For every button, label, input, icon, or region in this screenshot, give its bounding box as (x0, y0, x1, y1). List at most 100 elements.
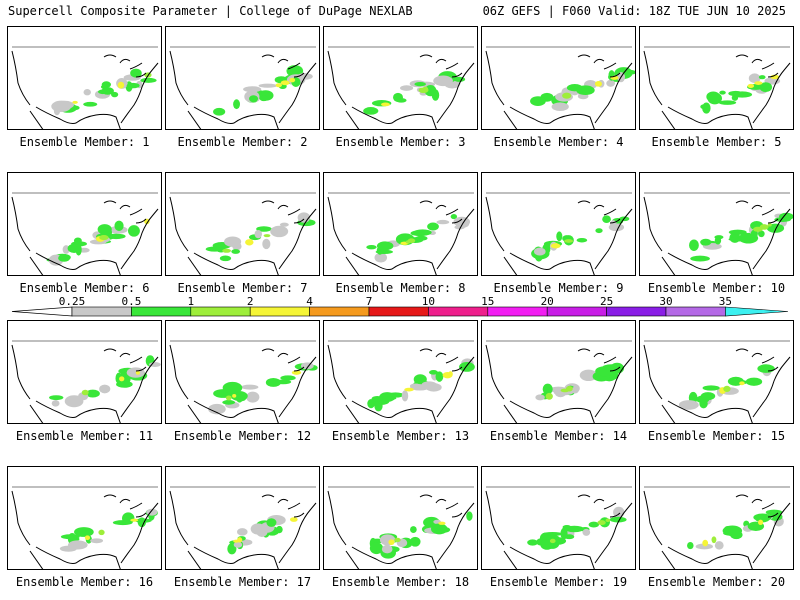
east-coastline (752, 356, 791, 418)
baja-coastline (345, 550, 360, 569)
scp-contour (435, 371, 444, 382)
scp-contour (381, 544, 393, 554)
scp-contour (401, 390, 409, 402)
colorbar-segment (190, 306, 251, 317)
great-lakes-outline (419, 54, 463, 78)
baja-coastline (29, 550, 44, 569)
scp-contour (560, 388, 570, 393)
scp-contour (99, 235, 109, 241)
color-scale-bar: 0.25 0.5 1 2 4 7 10 15 20 25 30 35 (11, 297, 789, 317)
scp-contour (289, 517, 298, 522)
east-coastline (278, 356, 317, 418)
scp-contour (236, 394, 243, 403)
scp-contour (595, 366, 615, 377)
scp-contour (395, 98, 407, 103)
scp-contour (97, 89, 108, 95)
ensemble-member-label: Ensemble Member: 18 (331, 575, 470, 589)
scp-contour (433, 75, 453, 87)
colorbar-tick-label: 0.5 (121, 297, 141, 308)
scp-contour (130, 518, 139, 522)
gulf-coastline (667, 546, 753, 569)
colorbar-segment (249, 306, 310, 317)
scp-contour (767, 223, 772, 227)
scp-contour (213, 107, 226, 116)
scp-contour (72, 100, 78, 104)
scp-contour (576, 85, 595, 95)
scp-field (678, 364, 775, 410)
scp-contour (731, 94, 739, 101)
west-coastline (485, 196, 505, 252)
great-lakes-outline (577, 494, 621, 518)
scp-contour (754, 81, 763, 85)
scp-contour (435, 526, 451, 533)
us-map (485, 46, 635, 129)
scp-contour (381, 102, 391, 107)
scp-contour (100, 227, 113, 238)
scp-contour (237, 537, 243, 543)
gulf-coastline (667, 106, 753, 129)
colorbar-tick-label: 4 (306, 297, 313, 308)
scp-contour (280, 80, 290, 86)
scp-contour (551, 102, 569, 112)
scp-contour (466, 511, 473, 521)
baja-coastline (29, 256, 44, 275)
scp-contour (562, 92, 572, 99)
scp-contour (400, 85, 414, 91)
scp-contour (270, 225, 289, 238)
gulf-coastline (351, 546, 437, 569)
scp-contour (274, 379, 292, 385)
west-coastline (643, 196, 663, 252)
scp-contour (413, 229, 432, 236)
scp-contour (422, 86, 429, 93)
east-coastline (594, 502, 633, 564)
scp-contour (222, 400, 236, 405)
baja-coastline (187, 404, 202, 423)
great-lakes-outline (577, 54, 621, 78)
west-coastline (169, 344, 189, 400)
scp-contour (119, 376, 125, 382)
us-map (11, 46, 159, 129)
scp-contour (722, 525, 743, 537)
scp-contour (606, 79, 616, 87)
ensemble-map-panel (165, 320, 320, 424)
great-lakes-outline (419, 494, 463, 518)
baja-coastline (661, 110, 676, 129)
scp-contour (135, 370, 141, 375)
east-coastline (594, 208, 633, 270)
map-title: Supercell Composite Parameter | College … (8, 4, 413, 18)
scp-contour (279, 222, 289, 227)
scp-contour (254, 229, 263, 239)
scp-contour (99, 384, 111, 394)
baja-coastline (661, 256, 676, 275)
ensemble-member-label: Ensemble Member: 20 (647, 575, 786, 589)
scp-contour (224, 236, 242, 247)
scp-contour (85, 389, 100, 398)
scp-contour (588, 521, 600, 528)
gulf-coastline (35, 546, 121, 569)
ensemble-member-label: Ensemble Member: 12 (173, 429, 312, 443)
east-coastline (120, 62, 159, 124)
scp-contour (205, 246, 224, 252)
ensemble-map-panel (165, 466, 320, 570)
gulf-coastline (193, 400, 279, 423)
ensemble-member-label: Ensemble Member: 8 (335, 281, 466, 295)
gulf-coastline (35, 400, 121, 423)
scp-contour (689, 239, 699, 251)
east-coastline (752, 208, 791, 270)
ensemble-map-panel (7, 172, 162, 276)
scp-contour (231, 249, 241, 254)
scp-contour (280, 375, 296, 381)
scp-contour (376, 241, 394, 251)
ensemble-member-label: Ensemble Member: 4 (493, 135, 624, 149)
us-map (327, 486, 475, 569)
scp-contour (137, 517, 147, 528)
baja-coastline (503, 404, 518, 423)
ensemble-map-panel (165, 172, 320, 276)
scp-contour (597, 520, 606, 526)
scp-contour (219, 255, 232, 262)
scp-contour (459, 362, 475, 372)
west-coastline (11, 490, 31, 546)
ensemble-member-label: Ensemble Member: 10 (647, 281, 786, 295)
baja-coastline (661, 404, 676, 423)
scp-contour (753, 226, 763, 232)
